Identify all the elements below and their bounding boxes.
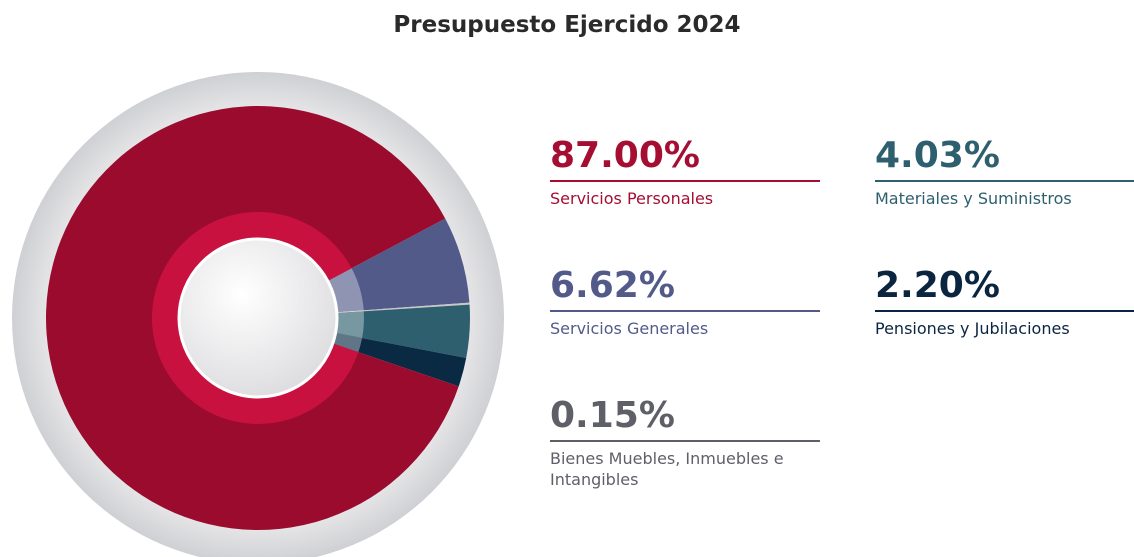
- legend-item: 2.20% Pensiones y Jubilaciones: [875, 264, 1134, 339]
- value-label: 4.03%: [875, 134, 1134, 182]
- legend-item: 4.03% Materiales y Suministros: [875, 134, 1134, 209]
- legend-item: 87.00% Servicios Personales: [550, 134, 820, 209]
- legend-label: Servicios Generales: [550, 319, 709, 338]
- legend-label: Pensiones y Jubilaciones: [875, 319, 1070, 338]
- legend-label: Bienes Muebles, Inmuebles e Intangibles: [550, 449, 784, 489]
- legend-label: Servicios Personales: [550, 189, 714, 208]
- legend-item: 0.15% Bienes Muebles, Inmuebles e Intangi…: [550, 394, 820, 490]
- value-label: 87.00%: [550, 134, 820, 182]
- value-label: 6.62%: [550, 264, 820, 312]
- value-label: 0.15%: [550, 394, 820, 442]
- chart-title: Presupuesto Ejercido 2024: [393, 12, 741, 38]
- legend-label: Materiales y Suministros: [875, 189, 1072, 208]
- center-hole: [177, 237, 339, 399]
- value-label: 2.20%: [875, 264, 1134, 312]
- legend-item: 6.62% Servicios Generales: [550, 264, 820, 339]
